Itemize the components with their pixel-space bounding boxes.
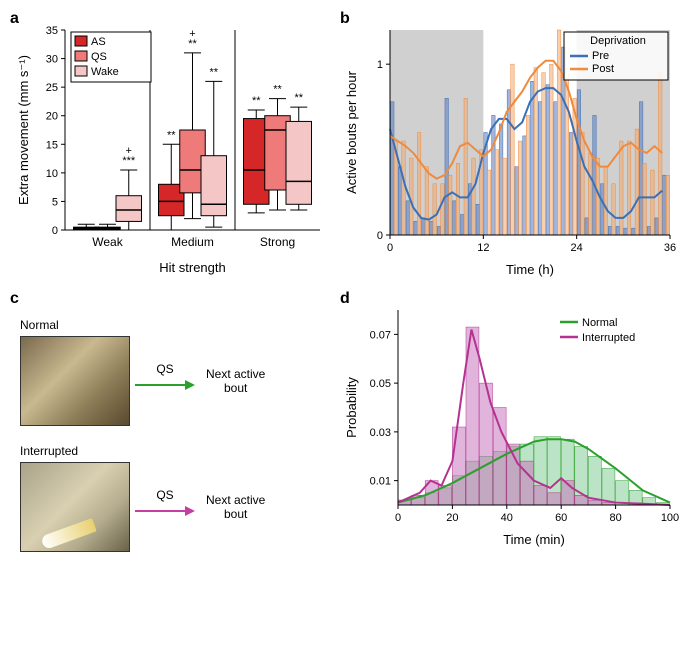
svg-text:20: 20 (46, 111, 58, 123)
photo-interrupted (20, 462, 130, 552)
svg-text:Time (min): Time (min) (503, 532, 565, 547)
svg-text:Active bouts per hour: Active bouts per hour (344, 70, 359, 194)
panel-d-label: d (340, 290, 350, 308)
svg-text:Normal: Normal (582, 317, 617, 329)
svg-text:20: 20 (446, 512, 458, 524)
next-label-2: Next activebout (206, 493, 265, 522)
next-text-1: Next activebout (206, 367, 265, 395)
svg-text:**: ** (252, 95, 261, 107)
svg-text:Strong: Strong (260, 235, 295, 249)
svg-text:**: ** (209, 66, 218, 78)
svg-text:25: 25 (46, 82, 58, 94)
panel-a-chart: 05101520253035Weak***+Medium****+**Stron… (10, 10, 330, 280)
svg-text:+: + (126, 145, 132, 157)
panel-a-label: a (10, 10, 19, 28)
panel-c-content: Normal QS Next activebout Interrupted QS (20, 318, 265, 570)
svg-text:12: 12 (477, 242, 489, 254)
photo-normal (20, 336, 130, 426)
svg-text:**: ** (167, 129, 176, 141)
svg-text:Post: Post (592, 63, 614, 75)
svg-text:0.07: 0.07 (370, 329, 391, 341)
panel-c: c Normal QS Next activebout Interrupted … (10, 290, 330, 550)
svg-text:35: 35 (46, 25, 58, 37)
svg-text:1: 1 (377, 59, 383, 71)
panel-d: d 0 20 40 60 80 100 0.01 0.03 0.05 0.07 Probabilit… (340, 290, 680, 550)
svg-text:Time (h): Time (h) (506, 262, 554, 277)
panel-b-chart: 0 12 24 36 0 1 Active bouts per hour Time (h) De… (340, 10, 680, 280)
interrupted-label: Interrupted (20, 444, 265, 458)
svg-text:Extra movement (mm s⁻¹): Extra movement (mm s⁻¹) (16, 55, 31, 205)
svg-text:Medium: Medium (171, 235, 214, 249)
panel-c-row-interrupted: QS Next activebout (20, 462, 265, 552)
svg-text:10: 10 (46, 168, 58, 180)
svg-text:Weak: Weak (92, 235, 123, 249)
svg-text:30: 30 (46, 54, 58, 66)
svg-text:0: 0 (377, 230, 383, 242)
qs-text-1: QS (156, 362, 173, 376)
next-label-1: Next activebout (206, 367, 265, 396)
svg-text:Probability: Probability (344, 377, 359, 438)
arrow-normal-head (185, 380, 195, 390)
svg-text:24: 24 (571, 242, 583, 254)
svg-text:**: ** (273, 84, 282, 96)
svg-text:0.03: 0.03 (370, 427, 391, 439)
qs-text-2: QS (156, 488, 173, 502)
svg-text:15: 15 (46, 139, 58, 151)
svg-text:5: 5 (52, 196, 58, 208)
arrow-interrupted-head (185, 506, 195, 516)
panel-b: b 0 12 24 36 0 1 Active bouts per hour Time (h)… (340, 10, 680, 280)
panel-c-row-normal: QS Next activebout (20, 336, 265, 426)
svg-text:Deprivation: Deprivation (590, 35, 646, 47)
svg-text:0.01: 0.01 (370, 476, 391, 488)
svg-text:40: 40 (501, 512, 513, 524)
svg-text:0: 0 (52, 225, 58, 237)
svg-text:36: 36 (664, 242, 676, 254)
arrow-normal: QS (130, 361, 200, 401)
panel-a: a 05101520253035Weak***+Medium****+**Str… (10, 10, 330, 280)
svg-text:Hit strength: Hit strength (159, 260, 225, 275)
svg-text:Pre: Pre (592, 50, 609, 62)
svg-text:100: 100 (661, 512, 679, 524)
svg-text:+: + (189, 28, 195, 40)
panel-b-label: b (340, 10, 350, 28)
arrow-interrupted: QS (130, 487, 200, 527)
panel-d-chart: 0 20 40 60 80 100 0.01 0.03 0.05 0.07 Probability T… (340, 290, 680, 550)
svg-text:0: 0 (387, 242, 393, 254)
svg-text:Wake: Wake (91, 66, 119, 78)
panel-c-label: c (10, 290, 19, 308)
svg-text:AS: AS (91, 36, 106, 48)
figure-grid: a 05101520253035Weak***+Medium****+**Str… (10, 10, 675, 550)
svg-text:QS: QS (91, 51, 107, 63)
next-text-2: Next activebout (206, 493, 265, 521)
svg-text:60: 60 (555, 512, 567, 524)
svg-text:0: 0 (395, 512, 401, 524)
svg-text:0.05: 0.05 (370, 378, 391, 390)
svg-text:Interrupted: Interrupted (582, 332, 635, 344)
svg-text:**: ** (294, 92, 303, 104)
normal-label: Normal (20, 318, 265, 332)
svg-text:80: 80 (609, 512, 621, 524)
